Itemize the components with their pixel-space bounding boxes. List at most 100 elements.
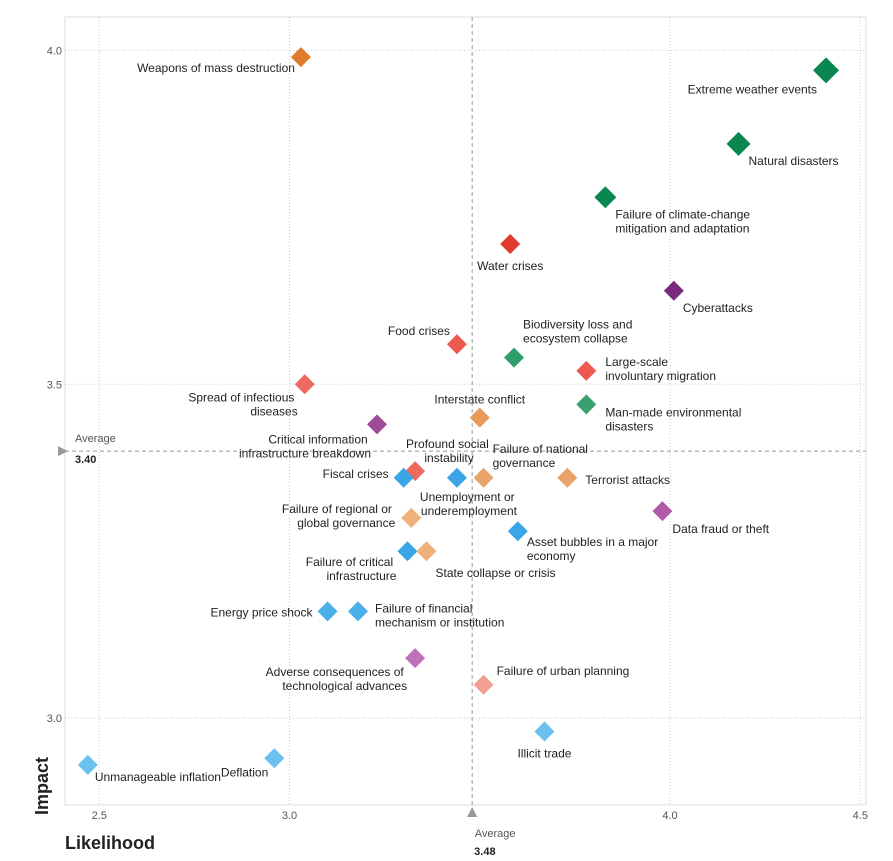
label-line: mitigation and adaptation <box>615 221 749 235</box>
risk-label: Failure of financial mechanism or instit… <box>375 601 504 629</box>
risk-label: Extreme weather events <box>688 82 817 96</box>
risk-label: Large-scale involuntary migration <box>605 355 716 383</box>
label-line: Unemployment or <box>420 490 518 504</box>
risk-label: Asset bubbles in a major economy <box>527 535 662 563</box>
risk-label: Critical information infrastructure brea… <box>239 432 371 460</box>
risk-label: Failure of critical infrastructure <box>306 555 397 583</box>
average-label: Average <box>75 433 116 445</box>
label-line: Profound social <box>406 437 492 451</box>
risk-label: Data fraud or theft <box>672 522 769 536</box>
risk-marker <box>500 234 521 255</box>
risk-label: State collapse or crisis <box>435 566 555 580</box>
risk-marker <box>348 601 369 622</box>
x-tick-label: 2.5 <box>92 810 107 822</box>
y-tick-label: 3.5 <box>47 379 62 391</box>
label-line: involuntary migration <box>605 369 716 383</box>
label-line: Spread of infectious <box>188 390 297 404</box>
label-line: Failure of national <box>493 442 592 456</box>
risk-marker <box>405 648 426 669</box>
risk-marker <box>576 360 597 381</box>
label-line: Critical information <box>268 432 371 446</box>
risk-marker <box>397 541 418 562</box>
risk-label: Failure of national governance <box>493 442 592 470</box>
risk-label: Unmanageable inflation <box>95 770 221 784</box>
plot-frame <box>64 16 867 806</box>
label-line: global governance <box>297 516 395 530</box>
risk-marker <box>594 186 617 209</box>
average-marker <box>467 807 478 817</box>
label-line: Adverse consequences of <box>266 665 407 679</box>
label-line: instability <box>424 451 473 465</box>
risk-label: Energy price shock <box>211 605 314 619</box>
label-line: Biodiversity loss and <box>523 318 636 332</box>
y-tick-label: 4.0 <box>47 45 62 57</box>
risk-marker <box>534 721 555 742</box>
risk-marker <box>264 748 285 769</box>
label-line: economy <box>527 549 576 563</box>
label-line: Man-made environmental <box>605 405 744 419</box>
risk-marker <box>663 280 684 301</box>
label-line: Failure of critical <box>306 555 397 569</box>
risk-marker <box>401 507 422 528</box>
risk-marker <box>367 414 388 435</box>
average-value: 3.48 <box>474 846 495 858</box>
x-tick-label: 4.5 <box>853 810 868 822</box>
risk-marker <box>473 467 494 488</box>
label-line: Asset bubbles in a major <box>527 535 662 549</box>
risk-marker <box>652 501 673 522</box>
label-line: governance <box>493 456 556 470</box>
risk-label: Failure of regional or global governance <box>282 502 396 530</box>
label-line: Failure of climate-change <box>615 207 753 221</box>
label-line: underemployment <box>421 504 518 518</box>
risk-marker <box>813 57 840 84</box>
risk-label: Interstate conflict <box>434 393 525 407</box>
x-axis-title: Likelihood <box>65 833 155 853</box>
label-line: Failure of regional or <box>282 502 395 516</box>
x-tick-label: 3.0 <box>282 810 297 822</box>
risk-label: Man-made environmental disasters <box>605 405 744 433</box>
risk-marker <box>557 467 578 488</box>
risk-label: Adverse consequences of technological ad… <box>266 665 407 693</box>
risk-marker <box>504 347 525 368</box>
risk-label: Fiscal crises <box>323 467 389 481</box>
y-tick-label: 3.0 <box>47 713 62 725</box>
label-line: disasters <box>605 419 653 433</box>
risk-marker <box>446 334 467 355</box>
average-value: 3.40 <box>75 454 96 466</box>
average-marker <box>58 446 68 457</box>
average-label: Average <box>475 828 516 840</box>
label-line: technological advances <box>282 679 407 693</box>
label-line: Failure of financial <box>375 601 476 615</box>
label-line: infrastructure breakdown <box>239 446 371 460</box>
risk-label: Spread of infectious diseases <box>188 390 297 418</box>
risk-label: Terrorist attacks <box>585 473 670 487</box>
risk-marker <box>290 47 311 68</box>
risk-marker <box>469 407 490 428</box>
risk-label: Failure of urban planning <box>497 664 630 678</box>
risk-label: Cyberattacks <box>683 301 753 315</box>
risk-marker <box>294 374 315 395</box>
risk-marker <box>473 674 494 695</box>
risk-marker <box>507 521 528 542</box>
label-line: Large-scale <box>605 355 671 369</box>
risk-marker <box>77 754 98 775</box>
y-axis-title: Impact <box>32 757 52 815</box>
x-tick-label: 4.0 <box>662 810 677 822</box>
risk-label: Biodiversity loss and ecosystem collapse <box>523 318 636 346</box>
risk-marker <box>393 467 414 488</box>
risk-label: Illicit trade <box>517 747 571 761</box>
risk-label: Deflation <box>221 765 268 779</box>
risk-marker <box>416 541 437 562</box>
label-line: ecosystem collapse <box>523 332 628 346</box>
label-line: infrastructure <box>326 569 396 583</box>
label-line: mechanism or institution <box>375 615 504 629</box>
risk-label: Unemployment or underemployment <box>420 490 518 518</box>
risk-label: Natural disasters <box>749 154 839 168</box>
risk-label: Failure of climate-change mitigation and… <box>615 207 753 235</box>
risk-label: Weapons of mass destruction <box>137 61 295 75</box>
risk-marker <box>576 394 597 415</box>
risk-label: Water crises <box>477 259 543 273</box>
risk-marker <box>446 467 467 488</box>
